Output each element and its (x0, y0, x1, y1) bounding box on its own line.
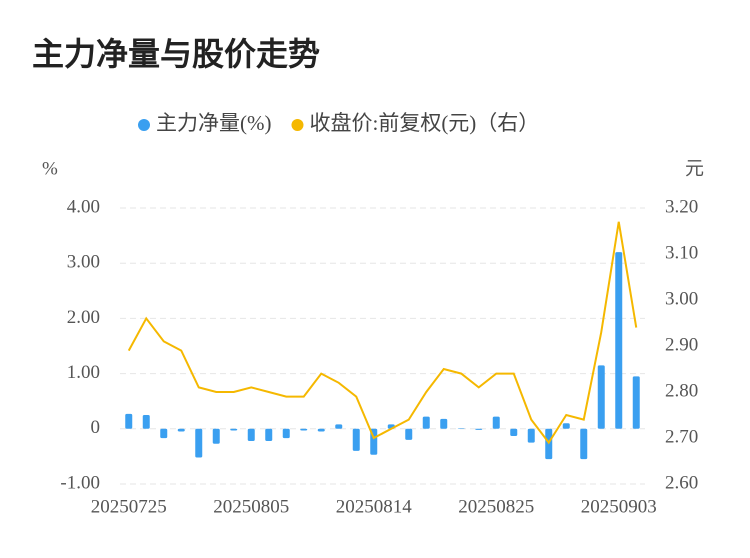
bar (597, 365, 605, 429)
bar (352, 428, 360, 451)
y2-tick-label: 2.80 (665, 380, 698, 401)
price-line (127, 221, 638, 445)
bar (125, 413, 133, 429)
legend-marker (138, 119, 150, 131)
y-tick-label: 1.00 (67, 362, 100, 383)
bar (265, 428, 273, 441)
y2-tick-label: 2.70 (665, 426, 698, 447)
y2-tick-label: 3.00 (665, 288, 698, 309)
x-tick-label: 20250814 (336, 496, 413, 517)
bar (160, 428, 168, 439)
bar (457, 428, 465, 429)
y2-tick-label: 3.10 (665, 242, 698, 263)
bar (300, 428, 308, 431)
bar (230, 428, 238, 431)
y-tick-label: 0 (91, 417, 101, 438)
bar (282, 428, 290, 439)
bar (492, 416, 500, 429)
bar (422, 416, 430, 429)
bar (527, 428, 535, 443)
bar (212, 428, 220, 444)
x-tick-label: 20250805 (213, 496, 289, 517)
bar (405, 428, 413, 440)
bar (195, 428, 203, 458)
bar (475, 428, 483, 430)
bar (317, 428, 325, 432)
legend-marker (291, 119, 304, 131)
chart-title: 主力净量与股价走势 (32, 35, 320, 73)
bar (335, 424, 343, 429)
x-tick-label: 20250725 (91, 496, 167, 517)
bar (580, 428, 588, 460)
x-tick-label: 20250903 (581, 496, 657, 517)
bar (142, 415, 150, 429)
bar (562, 423, 570, 429)
y2-tick-label: 3.20 (665, 196, 698, 217)
y-tick-label: -1.00 (60, 472, 100, 493)
x-tick-label: 20250825 (458, 496, 534, 517)
y2-axis-label: 元 (685, 158, 704, 179)
bar (615, 252, 623, 429)
bar (632, 376, 640, 429)
bar (440, 418, 448, 429)
y-tick-label: 2.00 (67, 307, 100, 328)
legend-label: 收盘价:前复权(元)（右） (309, 111, 539, 135)
bar (177, 428, 185, 432)
y-axis-label: % (42, 158, 58, 179)
bar (247, 428, 255, 441)
y-tick-label: 4.00 (67, 196, 100, 217)
legend-label: 主力净量(%) (156, 111, 271, 135)
y2-tick-label: 2.60 (665, 472, 698, 493)
bar (510, 428, 518, 436)
y2-tick-label: 2.90 (665, 334, 698, 355)
y-tick-label: 3.00 (67, 252, 100, 273)
